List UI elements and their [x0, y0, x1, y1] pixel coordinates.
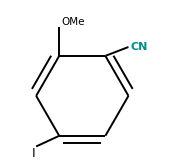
Text: CN: CN: [130, 42, 148, 52]
Text: OMe: OMe: [61, 17, 85, 27]
Text: I: I: [32, 147, 35, 160]
